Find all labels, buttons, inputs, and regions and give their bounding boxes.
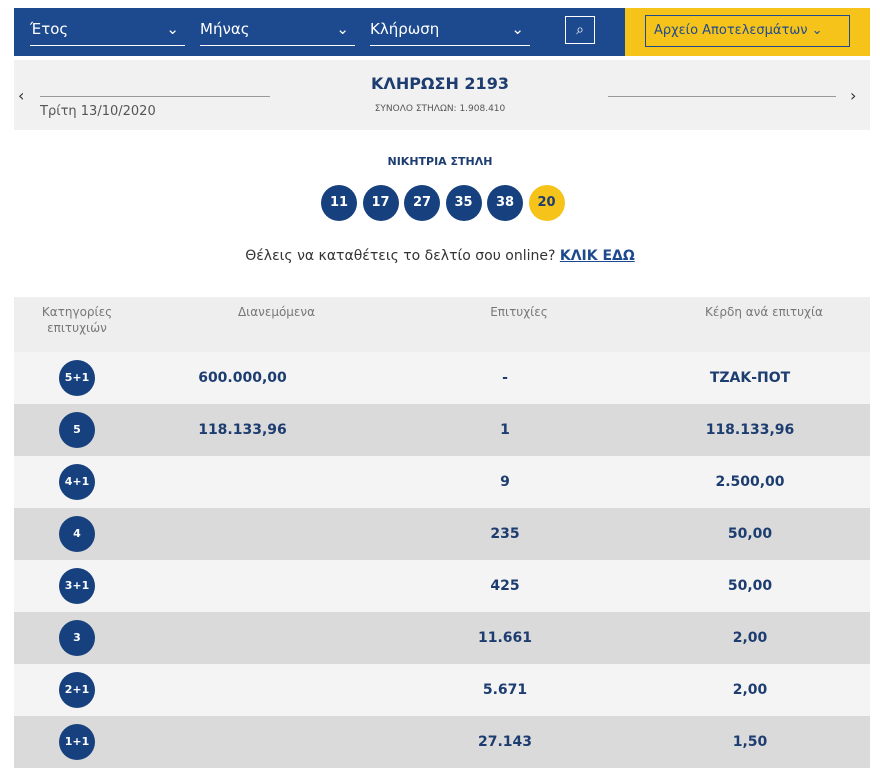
- category-badge: 5+1: [59, 360, 95, 396]
- distributed: 600.000,00: [198, 370, 287, 386]
- column-header: Διανεμόμενα: [237, 305, 316, 319]
- draw-header: [14, 60, 870, 130]
- table-row: 5+1 600.000,00 - ΤΖΑΚ-ΠΟΤ: [14, 352, 870, 404]
- winners: -: [502, 370, 508, 386]
- ball: 17: [362, 185, 399, 221]
- prize: 1,50: [732, 734, 768, 750]
- label: Μήνας: [200, 20, 250, 38]
- table-row: 4+1 9 2.500,00: [14, 456, 870, 508]
- winners: 27.143: [477, 734, 533, 750]
- promo: Θέλεις να καταθέτεις το δελτίο σου onlin…: [0, 248, 880, 264]
- prev-arrow[interactable]: ‹: [18, 86, 25, 105]
- label: Κλήρωση: [370, 20, 440, 38]
- table-row: 1+1 27.143 1,50: [14, 716, 870, 768]
- category-badge: 1+1: [59, 724, 95, 760]
- divider: [40, 96, 270, 97]
- table-row: 2+1 5.671 2,00: [14, 664, 870, 716]
- draw-dropdown[interactable]: Κλήρωση ⌄: [370, 13, 530, 46]
- month-dropdown[interactable]: Μήνας ⌄: [200, 13, 355, 46]
- archive-button[interactable]: Αρχείο Αποτελεσμάτων ⌄: [645, 15, 850, 47]
- total-columns: ΣΥΝΟΛΟ ΣΤΗΛΩΝ: 1.908.410: [374, 104, 506, 114]
- winners: 235: [490, 526, 520, 542]
- winning-label: ΝΙΚΗΤΡΙΑ ΣΤΗΛΗ: [387, 155, 493, 168]
- prize: 2,00: [732, 682, 768, 698]
- prize: 50,00: [727, 526, 773, 542]
- ball: 11: [321, 185, 357, 221]
- prize: 50,00: [727, 578, 773, 594]
- ball: 35: [445, 185, 482, 221]
- joker-ball: 20: [528, 185, 565, 221]
- table-row: 5 118.133,96 1 118.133,96: [14, 404, 870, 456]
- prize: 2,00: [732, 630, 768, 646]
- table-row: 4 235 50,00: [14, 508, 870, 560]
- search-button[interactable]: ⌕: [565, 16, 595, 44]
- table-row: 3+1 425 50,00: [14, 560, 870, 612]
- prize: ΤΖΑΚ-ΠΟΤ: [709, 370, 791, 386]
- year-dropdown[interactable]: Έτος ⌄: [30, 13, 185, 46]
- ball: 27: [404, 185, 440, 221]
- category-badge: 5: [59, 412, 95, 448]
- category-badge: 4+1: [59, 464, 95, 500]
- ball: 38: [487, 185, 523, 221]
- winners: 425: [490, 578, 520, 594]
- draw-date: Τρίτη 13/10/2020: [40, 104, 156, 119]
- table-header: [14, 297, 870, 352]
- label: Αρχείο Αποτελεσμάτων: [654, 23, 808, 38]
- promo-text: Θέλεις να καταθέτεις το δελτίο σου onlin…: [245, 248, 556, 264]
- distributed: 118.133,96: [198, 422, 287, 438]
- table-row: 3 11.661 2,00: [14, 612, 870, 664]
- column-header: Κέρδη ανά επιτυχία: [705, 305, 823, 319]
- promo-link[interactable]: ΚΛΙΚ ΕΔΩ: [559, 248, 635, 264]
- column-header: Κατηγορίες επιτυχιών: [41, 305, 113, 335]
- label: Έτος: [30, 20, 69, 38]
- next-arrow[interactable]: ›: [850, 86, 857, 105]
- divider: [608, 96, 836, 97]
- category-badge: 4: [59, 516, 95, 552]
- prize: 118.133,96: [705, 422, 795, 438]
- category-badge: 3+1: [59, 568, 95, 604]
- archive-bar: [625, 8, 870, 56]
- category-badge: 2+1: [59, 672, 95, 708]
- category-badge: 3: [59, 620, 95, 656]
- column-header: Επιτυχίες: [490, 305, 548, 319]
- winners: 5.671: [482, 682, 528, 698]
- winners: 1: [500, 422, 510, 438]
- filter-bar: [14, 8, 625, 56]
- winners: 9: [500, 474, 510, 490]
- winners: 11.661: [477, 630, 533, 646]
- draw-title: ΚΛΗΡΩΣΗ 2193: [371, 74, 509, 93]
- prize: 2.500,00: [715, 474, 785, 490]
